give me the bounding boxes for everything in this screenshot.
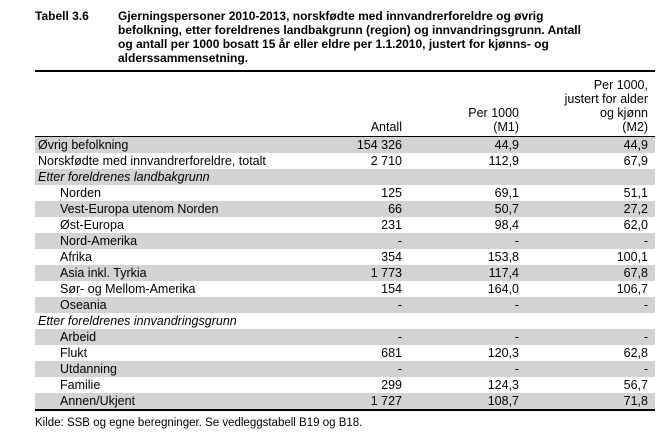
row-label: Norskfødte med innvandrerforeldre, total…: [38, 154, 266, 168]
m1-value: 108,7: [487, 394, 519, 408]
antall-value: 1 773: [370, 266, 402, 280]
antall-value: [305, 169, 402, 185]
section-row-innvandringsgrunn: Etter foreldrenes innvandringsgrunn: [35, 313, 655, 329]
row-label: Oseania: [60, 298, 107, 312]
antall-value: 125: [381, 186, 402, 200]
m2-value: 106,7: [616, 282, 648, 296]
row-label: Asia inkl. Tyrkia: [60, 266, 147, 280]
table-row-flukt: Flukt 681 120,3 62,8: [35, 345, 655, 361]
antall-value: -: [397, 330, 402, 344]
antall-value: 1 727: [370, 394, 402, 408]
table-number: Tabell 3.6: [35, 9, 89, 23]
m2-value: -: [643, 362, 648, 376]
m2-value: 62,8: [623, 346, 648, 360]
row-label: Sør- og Mellom-Amerika: [60, 282, 196, 296]
m1-value: 120,3: [487, 346, 519, 360]
row-label: Arbeid: [60, 330, 97, 344]
m1-value: -: [514, 362, 519, 376]
antall-value: -: [397, 362, 402, 376]
antall-value: 154 326: [356, 138, 402, 152]
row-label: Vest-Europa utenom Norden: [60, 202, 219, 216]
table-row-oseania: Oseania - - -: [35, 297, 655, 313]
table-row-afrika: Afrika 354 153,8 100,1: [35, 249, 655, 265]
m2-column-header: Per 1000, justert for alder og kjønn (M2…: [519, 71, 655, 137]
m2-value: 27,2: [623, 202, 648, 216]
m2-value: 100,1: [616, 250, 648, 264]
m1-value: [402, 313, 519, 329]
m1-value: 50,7: [494, 202, 519, 216]
statistics-table: Antall Per 1000 (M1) Per 1000, justert f…: [35, 70, 655, 411]
m2-value: -: [643, 298, 648, 312]
table-header-row: Antall Per 1000 (M1) Per 1000, justert f…: [35, 71, 655, 137]
m2-value: 44,9: [623, 138, 648, 152]
m2-value: -: [643, 330, 648, 344]
table-row-annen-ukjent: Annen/Ukjent 1 727 108,7 71,8: [35, 393, 655, 410]
table-row-norskfodte-totalt: Norskfødte med innvandrerforeldre, total…: [35, 153, 655, 169]
source-note: Kilde: SSB og egne beregninger. Se vedle…: [35, 417, 363, 429]
m1-column-header: Per 1000 (M1): [402, 71, 519, 137]
m1-value: -: [514, 298, 519, 312]
table-row-vest-europa: Vest-Europa utenom Norden 66 50,7 27,2: [35, 201, 655, 217]
m1-value: 164,0: [487, 282, 519, 296]
row-label: Øst-Europa: [60, 218, 124, 232]
m2-value: 71,8: [623, 394, 648, 408]
table-title: Tabell 3.6 Gjerningspersoner 2010-2013, …: [0, 0, 667, 65]
table-row-sor-mellom-amerika: Sør- og Mellom-Amerika 154 164,0 106,7: [35, 281, 655, 297]
antall-value: 299: [381, 378, 402, 392]
antall-column-header: Antall: [305, 71, 402, 137]
m2-value: 56,7: [623, 378, 648, 392]
antall-value: 681: [381, 346, 402, 360]
table-row-norden: Norden 125 69,1 51,1: [35, 185, 655, 201]
row-label: Annen/Ukjent: [60, 394, 136, 408]
antall-value: 154: [381, 282, 402, 296]
table-row-ovrig-befolkning: Øvrig befolkning 154 326 44,9 44,9: [35, 136, 655, 153]
m2-value: 62,0: [623, 218, 648, 232]
antall-value: -: [397, 298, 402, 312]
antall-value: 66: [388, 202, 402, 216]
table-row-utdanning: Utdanning - - -: [35, 361, 655, 377]
m2-value: 67,8: [623, 266, 648, 280]
table-row-ost-europa: Øst-Europa 231 98,4 62,0: [35, 217, 655, 233]
m1-value: -: [514, 234, 519, 248]
m1-value: 117,4: [488, 266, 519, 280]
row-label: Norden: [60, 186, 101, 200]
m2-value: [519, 313, 655, 329]
label-column-header: [35, 71, 305, 137]
antall-value: 2 710: [370, 154, 402, 168]
row-label: Utdanning: [60, 362, 117, 376]
table-caption: Gjerningspersoner 2010-2013, norskfødte …: [118, 9, 581, 65]
table-row-familie: Familie 299 124,3 56,7: [35, 377, 655, 393]
m1-value: 112,9: [488, 154, 519, 168]
m2-value: 51,1: [623, 186, 648, 200]
row-label: Nord-Amerika: [60, 234, 138, 248]
antall-value: 231: [381, 218, 402, 232]
m1-value: 69,1: [494, 186, 519, 200]
m2-value: -: [643, 234, 648, 248]
row-label: Øvrig befolkning: [38, 138, 129, 152]
section-label: Etter foreldrenes innvandringsgrunn: [38, 314, 237, 328]
section-row-landbakgrunn: Etter foreldrenes landbakgrunn: [35, 169, 655, 185]
m1-value: 153,8: [487, 250, 519, 264]
row-label: Afrika: [60, 250, 92, 264]
m1-value: 124,3: [487, 378, 519, 392]
m2-value: 67,9: [623, 154, 648, 168]
antall-value: -: [397, 234, 402, 248]
section-label: Etter foreldrenes landbakgrunn: [38, 170, 210, 184]
row-label: Flukt: [60, 346, 88, 360]
m2-value: [519, 169, 655, 185]
antall-value: 354: [381, 250, 402, 264]
m1-value: [402, 169, 519, 185]
table-row-arbeid: Arbeid - - -: [35, 329, 655, 345]
table-row-asia: Asia inkl. Tyrkia 1 773 117,4 67,8: [35, 265, 655, 281]
m1-value: -: [514, 330, 519, 344]
m1-value: 98,4: [494, 218, 519, 232]
m1-value: 44,9: [494, 138, 519, 152]
antall-value: [305, 313, 402, 329]
row-label: Familie: [60, 378, 101, 392]
table-row-nord-amerika: Nord-Amerika - - -: [35, 233, 655, 249]
